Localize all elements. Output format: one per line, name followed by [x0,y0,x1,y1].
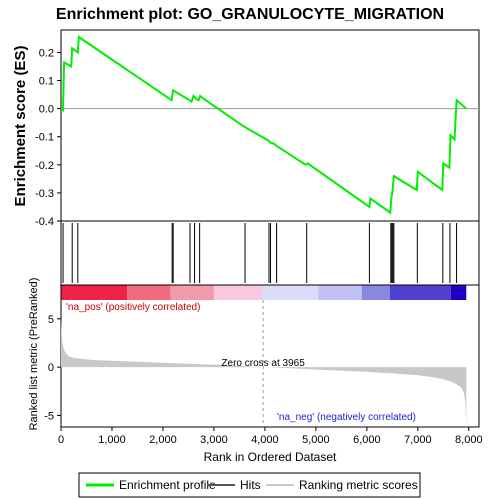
color-bar-segment [213,285,263,300]
color-bar-segment [170,285,214,300]
color-bar-segment [361,285,390,300]
color-bar-segment [61,285,128,300]
color-bar-segment [262,285,319,300]
neg-label: 'na_neg' (negatively correlated) [277,412,416,423]
x-tick-label: 3,000 [200,434,228,446]
x-tick-label: 1,000 [98,434,126,446]
hits-panel-frame [60,220,480,286]
legend-label: Enrichment profile [119,478,216,492]
x-tick-label: 8,000 [455,434,483,446]
ranking-metric-area [61,318,467,426]
legend-label: Ranking metric scores [299,478,418,492]
es-y-tick-label: -0.3 [35,188,54,200]
color-bar-segment [389,285,451,300]
es-y-tick-label: -0.1 [35,132,54,144]
ranked-y-tick-label: 5 [48,314,54,326]
hit-markers [62,223,458,283]
x-tick-label: 2,000 [149,434,177,446]
ranked-y-tick-label: 0 [48,362,54,374]
es-y-axis: -0.4 -0.3 -0.2 -0.1 0.0 0.1 0.2 [35,47,61,228]
color-bar-segment [127,285,171,300]
chart-title: Enrichment plot: GO_GRANULOCYTE_MIGRATIO… [56,6,444,23]
es-y-tick-label: 0.0 [39,104,54,116]
color-bar-segment [450,285,467,300]
es-y-tick-label: -0.4 [35,216,54,228]
legend: Enrichment profile Hits Ranking metric sco… [86,478,418,492]
x-tick-label: 4,000 [251,434,279,446]
x-tick-label: 0 [58,434,64,446]
color-bar-segment [318,285,362,300]
legend-label: Hits [240,478,261,492]
x-axis: 0 1,000 2,000 3,000 4,000 5,000 6,000 7,000 8,00… [58,427,483,446]
pos-label: 'na_pos' (positively correlated) [66,302,200,313]
legend-box [78,472,421,498]
x-tick-label: 7,000 [404,434,432,446]
es-y-tick-label: 0.2 [39,47,54,59]
zero-cross-label: Zero cross at 3965 [221,358,305,369]
ranked-y-label: Ranked list metric (PreRanked) [28,278,40,431]
es-y-tick-label: -0.2 [35,160,54,172]
x-axis-label: Rank in Ordered Dataset [204,450,337,464]
es-y-label: Enrichment score (ES) [12,46,29,207]
ranked-y-tick-label: -5 [44,410,54,422]
ranked-y-axis: -5 0 5 [44,314,61,422]
x-tick-label: 5,000 [302,434,330,446]
rank-color-bar [61,285,467,300]
es-panel-frame [60,29,480,222]
enrichment-profile-line [60,35,467,215]
x-tick-label: 6,000 [353,434,381,446]
es-y-tick-label: 0.1 [39,76,54,88]
